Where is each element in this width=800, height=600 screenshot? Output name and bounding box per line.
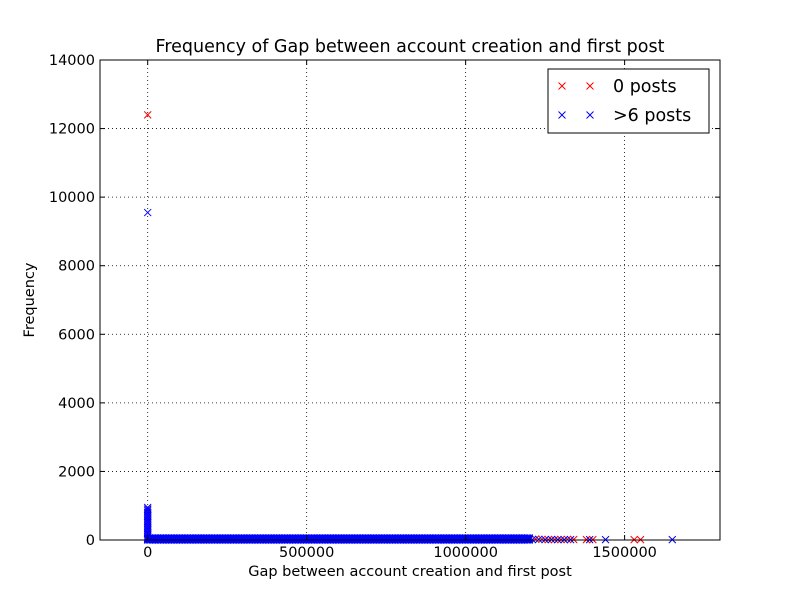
legend: 0 posts >6 posts: [547, 68, 710, 134]
y-tick-label: 8000: [58, 259, 95, 275]
data-point: [563, 535, 572, 544]
x-tick-label: 500000: [279, 545, 334, 561]
x-axis-label: Gap between account creation and first p…: [248, 564, 572, 580]
legend-label: >6 posts: [613, 106, 691, 126]
data-point: [550, 535, 559, 544]
data-point: [143, 111, 152, 119]
data-point: [509, 535, 518, 544]
data-point: [143, 531, 152, 539]
data-point: [531, 535, 540, 543]
legend-marker: [586, 82, 594, 90]
data-point: [569, 535, 578, 544]
legend-box: [547, 68, 710, 134]
legend-marker: [558, 82, 566, 90]
y-tick-label: 6000: [58, 327, 95, 343]
data-point: [143, 208, 152, 217]
y-tick-label: 14000: [49, 53, 95, 69]
legend-marker: [586, 111, 594, 119]
y-tick-label: 10000: [49, 190, 95, 206]
axis-ticks: 0 500000 1000000 1500000 0 2000 4000 6000 8000 10…: [49, 53, 720, 561]
chart-title: Frequency of Gap between account creatio…: [156, 37, 665, 57]
legend-marker: [558, 111, 566, 119]
data-point: [490, 535, 499, 544]
x-tick-label: 0: [143, 545, 152, 561]
data-point: [522, 535, 530, 544]
plot-frame: [99, 59, 721, 541]
y-tick-label: 4000: [58, 396, 95, 412]
y-tick-label: 0: [86, 533, 95, 549]
y-tick-label: 2000: [58, 464, 95, 480]
x-tick-label: 1500000: [592, 545, 657, 561]
x-tick-label: 1000000: [433, 545, 498, 561]
data-point: [538, 535, 546, 544]
data-point: [474, 535, 483, 544]
y-axis-label: Frequency: [22, 262, 38, 337]
data-point: [534, 535, 543, 544]
legend-label: 0 posts: [613, 77, 677, 97]
y-tick-label: 12000: [49, 122, 95, 138]
data-point: [547, 535, 556, 544]
